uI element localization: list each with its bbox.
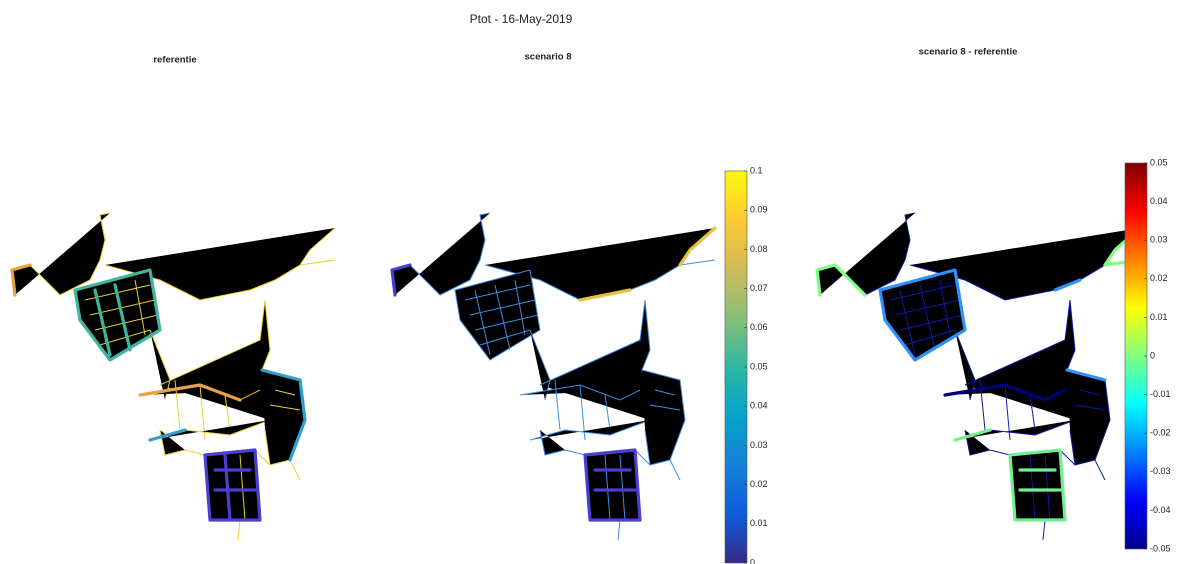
colorbar-tick-label: 0.05 bbox=[750, 361, 768, 371]
colorbar-tick-label: 0.01 bbox=[1150, 312, 1168, 322]
colorbar-tick-label: 0.05 bbox=[1150, 157, 1168, 167]
colorbar-tick-label: -0.01 bbox=[1150, 389, 1171, 399]
colorbar-tick-label: 0 bbox=[750, 557, 755, 564]
colorbar-tick-label: -0.02 bbox=[1150, 428, 1171, 438]
colorbar-tick-label: 0.09 bbox=[750, 205, 768, 215]
colorbar-tick-label: 0.01 bbox=[750, 518, 768, 528]
figure: Ptot - 16-May-2019 referentie scenario 8… bbox=[0, 0, 1202, 564]
colorbar-tick-label: 0.03 bbox=[750, 440, 768, 450]
colorbar-tick-label: 0.08 bbox=[750, 244, 768, 254]
colorbar-tick-label: 0.04 bbox=[1150, 196, 1168, 206]
network-map bbox=[12, 213, 335, 540]
colorbar bbox=[1125, 163, 1147, 549]
colorbar-tick-label: 0 bbox=[1150, 350, 1155, 360]
panel-title: scenario 8 bbox=[525, 52, 572, 63]
colorbar-tick-label: 0.03 bbox=[1150, 235, 1168, 245]
colorbar-tick-label: 0.06 bbox=[750, 322, 768, 332]
colorbar-tick-label: -0.04 bbox=[1150, 505, 1171, 515]
panel-title: referentie bbox=[153, 55, 196, 66]
colorbar bbox=[725, 171, 747, 563]
figure-title: Ptot - 16-May-2019 bbox=[470, 12, 573, 26]
colorbar-tick-label: 0.02 bbox=[750, 479, 768, 489]
panel-title: scenario 8 - referentie bbox=[919, 47, 1018, 58]
network-map bbox=[817, 213, 1140, 540]
colorbar-tick-label: 0.1 bbox=[750, 165, 763, 175]
colorbar-tick-label: 0.07 bbox=[750, 283, 768, 293]
colorbar-tick-label: -0.05 bbox=[1150, 543, 1171, 553]
colorbar-tick-label: 0.04 bbox=[750, 401, 768, 411]
colorbar-tick-label: 0.02 bbox=[1150, 273, 1168, 283]
network-map bbox=[392, 213, 715, 540]
colorbar-tick-label: -0.03 bbox=[1150, 466, 1171, 476]
